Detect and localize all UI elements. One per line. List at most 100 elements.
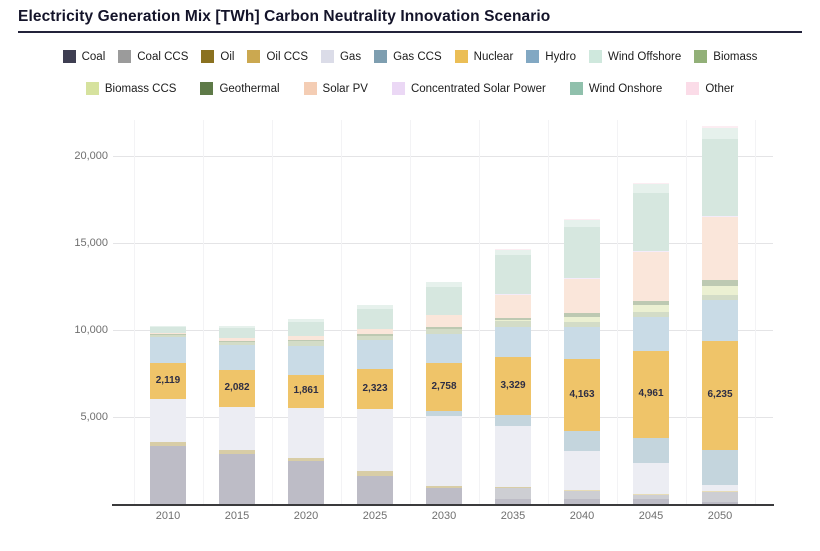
bar-segment-coal-ccs-2040[interactable] [564,490,600,499]
bar-segment-biomass-2015[interactable] [219,341,255,346]
bar-segment-hydro-2045[interactable] [633,317,669,352]
bar-segment-geothermal-2035[interactable] [495,317,531,321]
bar-segment-coal-2045[interactable] [633,499,669,504]
bar-segment-oil-2040[interactable] [564,490,600,491]
bar-segment-wind-offshore-2010[interactable] [150,326,186,328]
bar-segment-wind-onshore-2020[interactable] [288,321,324,336]
bar-segment-gas-2050[interactable] [702,484,738,492]
bar-segment-gas-ccs-2030[interactable] [426,410,462,417]
bar-segment-wind-offshore-2015[interactable] [219,326,255,329]
bar-segment-coal-2050[interactable] [702,502,738,504]
bar-segment-solar-pv-2025[interactable] [357,329,393,335]
bar-segment-gas-ccs-2045[interactable] [633,437,669,463]
bar-segment-other-2050[interactable] [702,125,738,128]
bar-segment-geothermal-2040[interactable] [564,313,600,317]
legend-item-concentrated-solar-power[interactable]: Concentrated Solar Power [391,82,546,95]
bar-segment-oil-2015[interactable] [219,450,255,455]
bar-segment-wind-onshore-2040[interactable] [564,227,600,278]
bar-segment-concentrated-solar-power-2040[interactable] [564,277,600,279]
bar-segment-nuclear-2050[interactable] [702,341,738,450]
bar-segment-hydro-2030[interactable] [426,333,462,363]
legend-item-biomass[interactable]: Biomass [694,50,757,63]
bar-segment-nuclear-2030[interactable] [426,362,462,411]
bar-segment-geothermal-2010[interactable] [150,334,186,335]
bar-segment-solar-pv-2030[interactable] [426,315,462,327]
bar-segment-gas-2040[interactable] [564,451,600,490]
bar-segment-biomass-2035[interactable] [495,321,531,328]
bar-segment-biomass-2045[interactable] [633,311,669,318]
bar-segment-biomass-2020[interactable] [288,341,324,346]
legend-item-gas-ccs[interactable]: Gas CCS [374,50,442,63]
bar-segment-biomass-ccs-2040[interactable] [564,316,600,322]
bar-segment-geothermal-2045[interactable] [633,301,669,306]
bar-segment-solar-pv-2045[interactable] [633,251,669,302]
bar-segment-coal-ccs-2050[interactable] [702,492,738,503]
bar-segment-gas-ccs-2035[interactable] [495,414,531,427]
bar-segment-hydro-2040[interactable] [564,326,600,359]
bar-segment-oil-2010[interactable] [150,441,186,446]
bar-segment-coal-ccs-2035[interactable] [495,488,531,500]
bar-segment-nuclear-2010[interactable] [150,362,186,400]
bar-segment-nuclear-2040[interactable] [564,359,600,432]
bar-segment-biomass-ccs-2045[interactable] [633,305,669,312]
bar-segment-gas-2015[interactable] [219,406,255,451]
bar-segment-hydro-2025[interactable] [357,340,393,369]
bar-segment-biomass-ccs-2035[interactable] [495,320,531,322]
bar-segment-wind-offshore-2030[interactable] [426,281,462,287]
bar-segment-coal-2040[interactable] [564,498,600,504]
bar-segment-geothermal-2020[interactable] [288,340,324,342]
legend-item-wind-offshore[interactable]: Wind Offshore [588,50,681,63]
bar-segment-gas-2025[interactable] [357,409,393,472]
bar-segment-concentrated-solar-power-2045[interactable] [633,250,669,252]
legend-item-oil-ccs[interactable]: Oil CCS [247,50,308,63]
bar-segment-biomass-2025[interactable] [357,335,393,341]
bar-segment-gas-2010[interactable] [150,399,186,442]
bar-segment-hydro-2015[interactable] [219,345,255,371]
bar-segment-oil-ccs-2050[interactable] [702,491,738,493]
bar-segment-wind-onshore-2045[interactable] [633,193,669,251]
bar-segment-wind-onshore-2050[interactable] [702,139,738,216]
bar-segment-wind-offshore-2045[interactable] [633,184,669,194]
legend-item-gas[interactable]: Gas [320,50,361,63]
bar-segment-wind-onshore-2015[interactable] [219,328,255,339]
bar-segment-geothermal-2050[interactable] [702,280,738,287]
bar-segment-wind-offshore-2025[interactable] [357,304,393,310]
bar-segment-oil-ccs-2045[interactable] [633,493,669,495]
bar-segment-oil-2020[interactable] [288,458,324,462]
bar-segment-geothermal-2030[interactable] [426,326,462,329]
bar-segment-solar-pv-2010[interactable] [150,333,186,334]
bar-segment-oil-2035[interactable] [495,487,531,489]
bar-segment-coal-2010[interactable] [150,445,186,504]
bar-segment-solar-pv-2040[interactable] [564,278,600,314]
bar-segment-coal-2030[interactable] [426,488,462,504]
bar-segment-solar-pv-2050[interactable] [702,216,738,281]
legend-item-oil[interactable]: Oil [201,50,234,63]
legend-item-other[interactable]: Other [686,82,734,95]
bar-segment-oil-2030[interactable] [426,485,462,489]
bar-segment-solar-pv-2020[interactable] [288,335,324,341]
bar-segment-oil-ccs-2040[interactable] [564,489,600,491]
bar-segment-gas-2020[interactable] [288,407,324,459]
bar-segment-wind-offshore-2040[interactable] [564,219,600,228]
legend-item-coal-ccs[interactable]: Coal CCS [118,50,188,63]
bar-segment-wind-onshore-2025[interactable] [357,309,393,330]
bar-segment-other-2045[interactable] [633,183,669,185]
legend-item-wind-onshore[interactable]: Wind Onshore [569,82,662,95]
bar-segment-solar-pv-2035[interactable] [495,294,531,318]
bar-segment-hydro-2010[interactable] [150,337,186,363]
bar-segment-nuclear-2020[interactable] [288,375,324,408]
bar-segment-hydro-2050[interactable] [702,300,738,342]
bar-segment-biomass-ccs-2050[interactable] [702,286,738,296]
bar-segment-biomass-2010[interactable] [150,334,186,338]
bar-segment-solar-pv-2015[interactable] [219,338,255,342]
bar-segment-gas-ccs-2040[interactable] [564,431,600,452]
bar-segment-wind-offshore-2035[interactable] [495,249,531,256]
legend-item-nuclear[interactable]: Nuclear [454,50,513,63]
bar-segment-biomass-2030[interactable] [426,328,462,334]
bar-segment-gas-2035[interactable] [495,426,531,488]
bar-segment-nuclear-2025[interactable] [357,368,393,410]
bar-segment-gas-ccs-2050[interactable] [702,449,738,485]
bar-segment-coal-2035[interactable] [495,499,531,504]
bar-segment-oil-2025[interactable] [357,471,393,477]
bar-segment-nuclear-2035[interactable] [495,356,531,415]
